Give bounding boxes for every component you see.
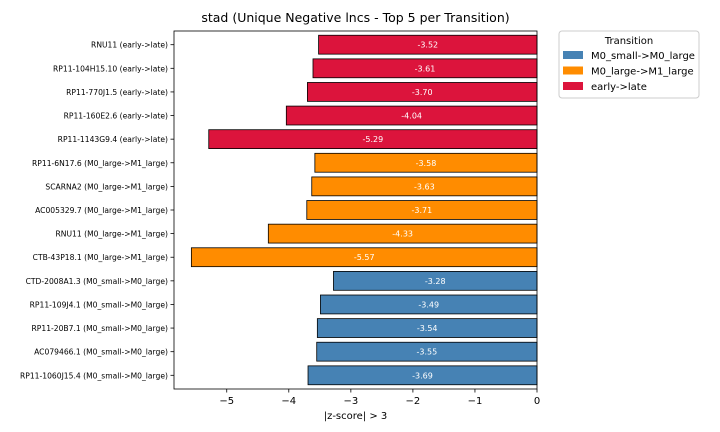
y-tick-label: CTD-2008A1.3 (M0_small->M0_large)	[26, 277, 168, 286]
bar-value-label: -4.33	[392, 230, 413, 239]
x-tick-label: −1	[468, 396, 483, 407]
bar-value-label: -3.69	[412, 371, 433, 380]
y-tick-label: RP11-1143G9.4 (early->late)	[58, 135, 168, 144]
bar-value-label: -5.29	[363, 135, 384, 144]
legend-title: Transition	[604, 36, 653, 47]
y-tick-label: RNU11 (M0_large->M1_large)	[56, 230, 169, 239]
bar-value-label: -3.49	[418, 300, 439, 309]
y-tick-label: RP11-770J1.5 (early->late)	[66, 88, 168, 97]
bar-value-label: -3.55	[417, 348, 438, 357]
y-tick-label: RNU11 (early->late)	[91, 41, 168, 50]
chart-title: stad (Unique Negative lncs - Top 5 per T…	[201, 10, 509, 25]
y-tick-label: CTB-43P18.1 (M0_large->M1_large)	[33, 253, 168, 262]
x-tick-label: −3	[343, 396, 358, 407]
y-tick-label: RP11-1060J15.4 (M0_small->M0_large)	[20, 371, 168, 380]
legend-frame	[558, 30, 700, 99]
x-tick-label: 0	[534, 396, 540, 407]
y-tick-label: RP11-6N17.6 (M0_large->M1_large)	[32, 159, 168, 168]
x-tick-label: −2	[406, 396, 421, 407]
legend: Transition M0_small->M0_large M0_large->M1…	[558, 30, 700, 99]
bar-value-label: -3.28	[425, 277, 446, 286]
bar-value-label: -3.71	[412, 206, 433, 215]
bar-value-label: -3.58	[416, 159, 437, 168]
y-tick-label: SCARNA2 (M0_large->M1_large)	[45, 182, 168, 191]
bar-value-label: -3.70	[412, 88, 433, 97]
y-tick-label: AC079466.1 (M0_small->M0_large)	[34, 348, 168, 357]
y-tick-label: RP11-20B7.1 (M0_small->M0_large)	[32, 324, 169, 333]
bar-value-label: -3.54	[417, 324, 438, 333]
y-tick-label: AC005329.7 (M0_large->M1_large)	[35, 206, 168, 215]
y-tick-label: RP11-160E2.6 (early->late)	[64, 112, 168, 121]
plot-frame	[173, 30, 538, 390]
bar-value-label: -3.61	[415, 64, 436, 73]
y-tick-label: RP11-104H15.10 (early->late)	[53, 64, 168, 73]
x-tick-label: −4	[281, 396, 296, 407]
bar-value-label: -5.57	[354, 253, 375, 262]
legend-swatch	[563, 82, 583, 90]
plot-area: -3.52 RNU11 (early->late) -3.61 RP11-104H15…	[20, 30, 540, 407]
legend-label: early->late	[591, 82, 647, 93]
legend-label: M0_small->M0_large	[591, 51, 695, 62]
bar-value-label: -3.63	[414, 182, 435, 191]
x-axis-label: |z-score| > 3	[324, 411, 388, 422]
legend-label: M0_large->M1_large	[591, 67, 694, 78]
legend-swatch	[563, 51, 583, 59]
bar-value-label: -3.52	[417, 41, 438, 50]
legend-swatch	[563, 66, 583, 75]
bar-value-label: -4.04	[401, 112, 422, 121]
x-tick-label: −5	[219, 396, 234, 407]
y-tick-label: RP11-109J4.1 (M0_small->M0_large)	[30, 300, 168, 309]
